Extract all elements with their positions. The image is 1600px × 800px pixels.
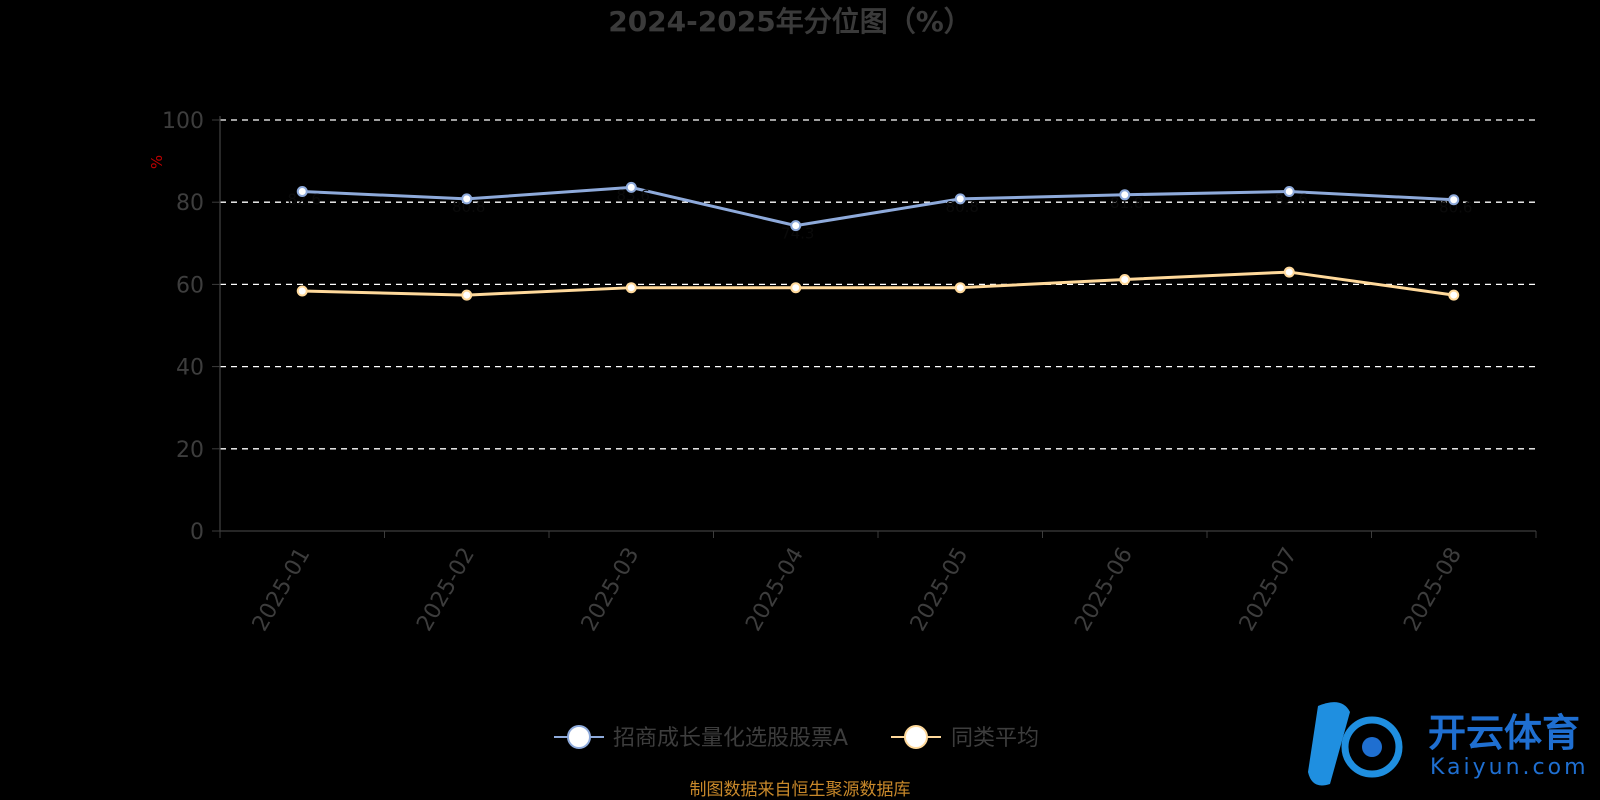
data-label: 80.8 — [452, 198, 485, 216]
data-point[interactable] — [296, 285, 308, 297]
data-point[interactable] — [1283, 186, 1295, 198]
watermark-text-en: Kaiyun.com — [1430, 755, 1589, 780]
x-tick-label: 2025-04 — [741, 544, 809, 636]
y-tick-label: 80 — [176, 191, 204, 216]
x-tick-label: 2025-03 — [577, 544, 645, 636]
data-label: 82.6 — [1275, 191, 1308, 209]
series-line-0 — [302, 185, 1454, 228]
data-label: 80.6 — [1439, 199, 1472, 217]
data-label: 83.6 — [617, 186, 650, 204]
chart-title: 2024-2025年分位图（%） — [608, 5, 972, 38]
data-point[interactable] — [1119, 189, 1131, 201]
x-tick-label: 2025-02 — [412, 544, 480, 636]
y-tick-label: 100 — [162, 109, 204, 134]
data-point[interactable] — [625, 181, 637, 193]
data-label: 80.8 — [946, 198, 979, 216]
data-point[interactable] — [1448, 194, 1460, 206]
data-point[interactable] — [1119, 273, 1131, 285]
y-axis-unit: % — [148, 155, 166, 169]
data-label: 74.3 — [781, 225, 814, 243]
logo-ball-center-icon — [1362, 737, 1382, 757]
logo-k-icon — [1308, 702, 1350, 786]
data-point[interactable] — [790, 282, 802, 294]
legend-item-fund[interactable]: 招商成长量化选股股票A — [554, 725, 848, 751]
legend[interactable]: 招商成长量化选股股票A 同类平均 — [554, 725, 1039, 751]
data-point[interactable] — [1283, 266, 1295, 278]
data-label: 82.6 — [288, 191, 321, 209]
series-line-1 — [302, 270, 1454, 297]
watermark-text-cn: 开云体育 — [1428, 711, 1580, 755]
data-point[interactable] — [461, 193, 473, 205]
data-point[interactable] — [461, 289, 473, 301]
legend-marker-average — [904, 725, 928, 749]
x-tick-label: 2025-06 — [1070, 544, 1138, 636]
watermark-logo: 开云体育 Kaiyun.com — [1308, 702, 1589, 786]
x-tick-label: 2025-07 — [1235, 544, 1303, 636]
legend-item-average[interactable]: 同类平均 — [891, 725, 1039, 751]
x-tick-label: 2025-08 — [1399, 544, 1467, 636]
data-point[interactable] — [954, 282, 966, 294]
legend-label-fund: 招商成长量化选股股票A — [613, 726, 848, 751]
data-label: 81.8 — [1110, 194, 1143, 212]
series: 82.6 80.8 83.6 74.3 80.8 81.8 82.6 80.6 — [288, 181, 1472, 301]
data-point[interactable] — [954, 193, 966, 205]
legend-marker-fund — [567, 725, 591, 749]
grid — [220, 119, 1536, 450]
legend-label-average: 同类平均 — [951, 726, 1039, 751]
y-tick-label: 20 — [176, 438, 204, 463]
data-point[interactable] — [790, 220, 802, 232]
axes: 0 20 40 60 80 100 2025-01 2025-02 2025-03 2025-04… — [162, 109, 1537, 636]
data-point[interactable] — [1448, 289, 1460, 301]
y-tick-label: 40 — [176, 356, 204, 381]
data-point[interactable] — [296, 186, 308, 198]
x-tick-label: 2025-01 — [248, 544, 316, 636]
y-tick-label: 0 — [190, 520, 204, 545]
data-point[interactable] — [625, 282, 637, 294]
data-source-note: 制图数据来自恒生聚源数据库 — [690, 780, 911, 800]
x-tick-label: 2025-05 — [906, 544, 974, 636]
y-tick-label: 60 — [176, 273, 204, 298]
logo-ball-icon — [1341, 716, 1403, 778]
